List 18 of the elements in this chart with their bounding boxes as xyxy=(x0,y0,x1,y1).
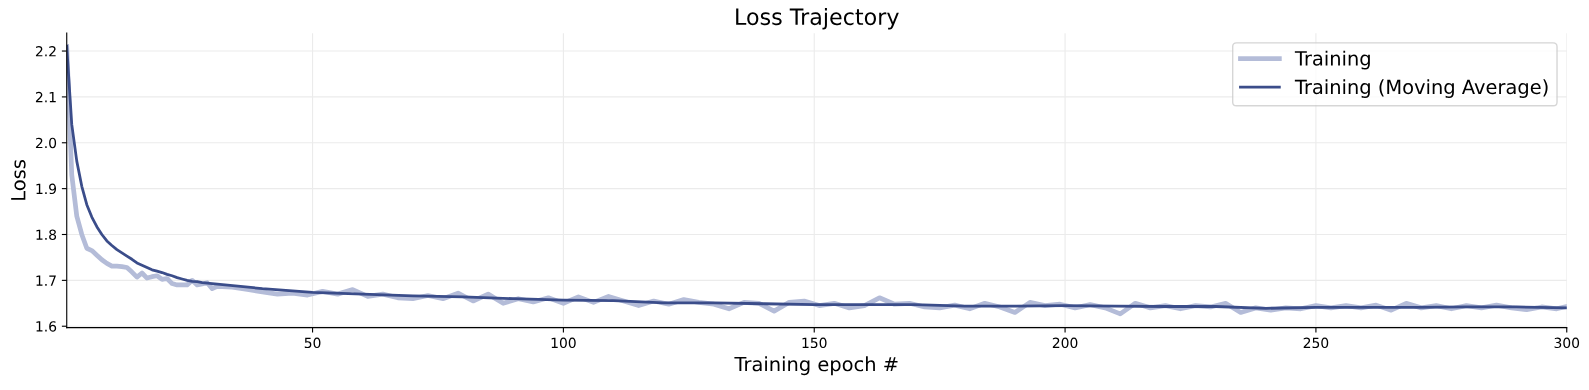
y-tick-label: 1.6 xyxy=(36,321,57,332)
y-tick-label: 2.1 xyxy=(35,91,56,103)
x-tick-label: 100 xyxy=(551,337,576,349)
y-tick-label: 1.8 xyxy=(36,229,57,240)
x-tick-label: 200 xyxy=(1052,337,1078,349)
legend-label: Training xyxy=(1294,50,1370,70)
y-tick-label: 1.7 xyxy=(36,275,56,286)
x-axis-title: Training epoch # xyxy=(734,356,898,376)
y-tick-label: 1.9 xyxy=(36,183,57,195)
y-axis-title: Loss xyxy=(11,160,26,200)
x-tick-label: 50 xyxy=(304,337,321,349)
y-tick-label: 2.0 xyxy=(35,137,57,149)
x-tick-label: 300 xyxy=(1554,337,1580,349)
y-tick-label: 2.2 xyxy=(35,46,56,57)
x-tick-label: 250 xyxy=(1303,337,1329,349)
legend-label: Training (Moving Average) xyxy=(1294,79,1548,99)
chart-title: Loss Trajectory xyxy=(736,7,899,30)
x-tick-label: 150 xyxy=(802,337,827,349)
